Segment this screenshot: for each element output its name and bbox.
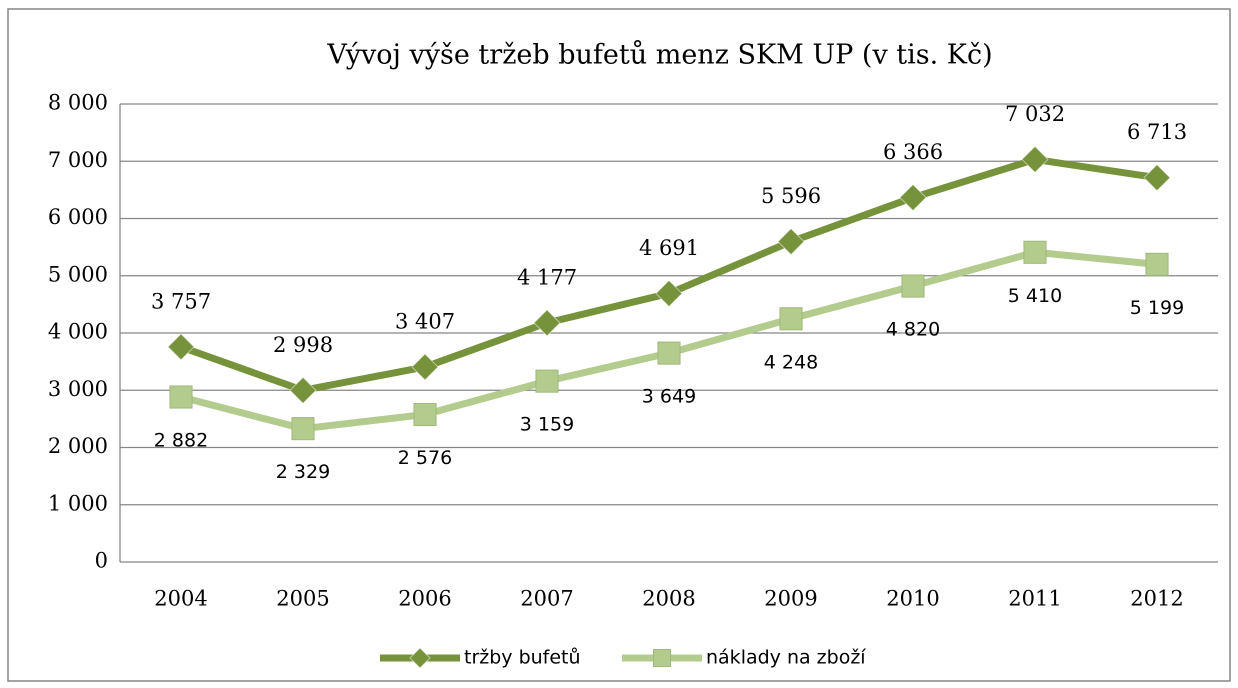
data-label: 5 596 [761, 184, 821, 208]
y-tick-label: 1 000 [48, 491, 108, 515]
legend-marker [409, 647, 431, 669]
y-tick-label: 7 000 [48, 148, 108, 172]
data-label: 2 329 [276, 461, 330, 483]
chart-border [7, 8, 1231, 682]
y-tick-label: 5 000 [48, 262, 108, 286]
y-tick-label: 2 000 [48, 434, 108, 458]
data-point [657, 341, 681, 365]
data-label: 4 177 [517, 265, 577, 289]
data-point [901, 274, 925, 298]
chart-title: Vývoj výše tržeb bufetů menz SKM UP (v t… [326, 39, 992, 71]
x-tick-label: 2011 [1008, 587, 1061, 611]
x-tick-label: 2010 [886, 587, 939, 611]
x-tick-label: 2012 [1130, 587, 1183, 611]
data-label: 5 410 [1008, 285, 1062, 307]
data-label: 4 691 [639, 236, 699, 260]
data-point [533, 309, 561, 337]
data-point [169, 385, 193, 409]
y-tick-label: 3 000 [48, 377, 108, 401]
data-point [1021, 145, 1049, 174]
data-point [289, 376, 317, 405]
legend-label: náklady na zboží [706, 647, 866, 669]
data-label: 3 407 [395, 309, 455, 333]
data-point [899, 183, 927, 212]
data-label: 6 366 [883, 140, 943, 164]
data-label: 4 820 [886, 319, 940, 341]
data-label: 3 159 [520, 414, 574, 436]
data-point [167, 333, 195, 361]
data-label: 7 032 [1005, 102, 1065, 126]
data-label: 4 248 [764, 351, 818, 373]
y-tick-label: 6 000 [48, 205, 108, 229]
y-tick-label: 0 [95, 549, 108, 573]
data-point [779, 307, 803, 331]
data-point [413, 402, 437, 427]
legend-marker [653, 649, 671, 667]
data-point [535, 369, 559, 393]
data-point [411, 353, 439, 381]
data-label: 3 649 [642, 386, 696, 408]
x-tick-label: 2007 [520, 587, 573, 611]
x-tick-label: 2005 [276, 587, 329, 611]
x-tick-label: 2008 [642, 587, 695, 611]
y-tick-label: 8 000 [48, 91, 108, 115]
data-label: 5 199 [1130, 297, 1184, 319]
y-tick-label: 4 000 [48, 320, 108, 344]
x-tick-label: 2006 [398, 587, 451, 611]
data-label: 2 882 [154, 430, 208, 452]
x-tick-label: 2009 [764, 587, 817, 611]
data-point [1023, 240, 1047, 264]
data-point [655, 279, 683, 308]
data-label: 2 576 [398, 447, 452, 469]
data-point [1143, 163, 1171, 192]
data-label: 6 713 [1127, 120, 1187, 144]
data-point [777, 227, 805, 256]
data-label: 3 757 [151, 289, 211, 313]
data-point [291, 417, 315, 441]
x-tick-label: 2004 [154, 587, 207, 611]
data-label: 2 998 [273, 333, 333, 357]
data-point [1145, 252, 1169, 276]
legend-label: tržby bufetů [464, 647, 581, 669]
